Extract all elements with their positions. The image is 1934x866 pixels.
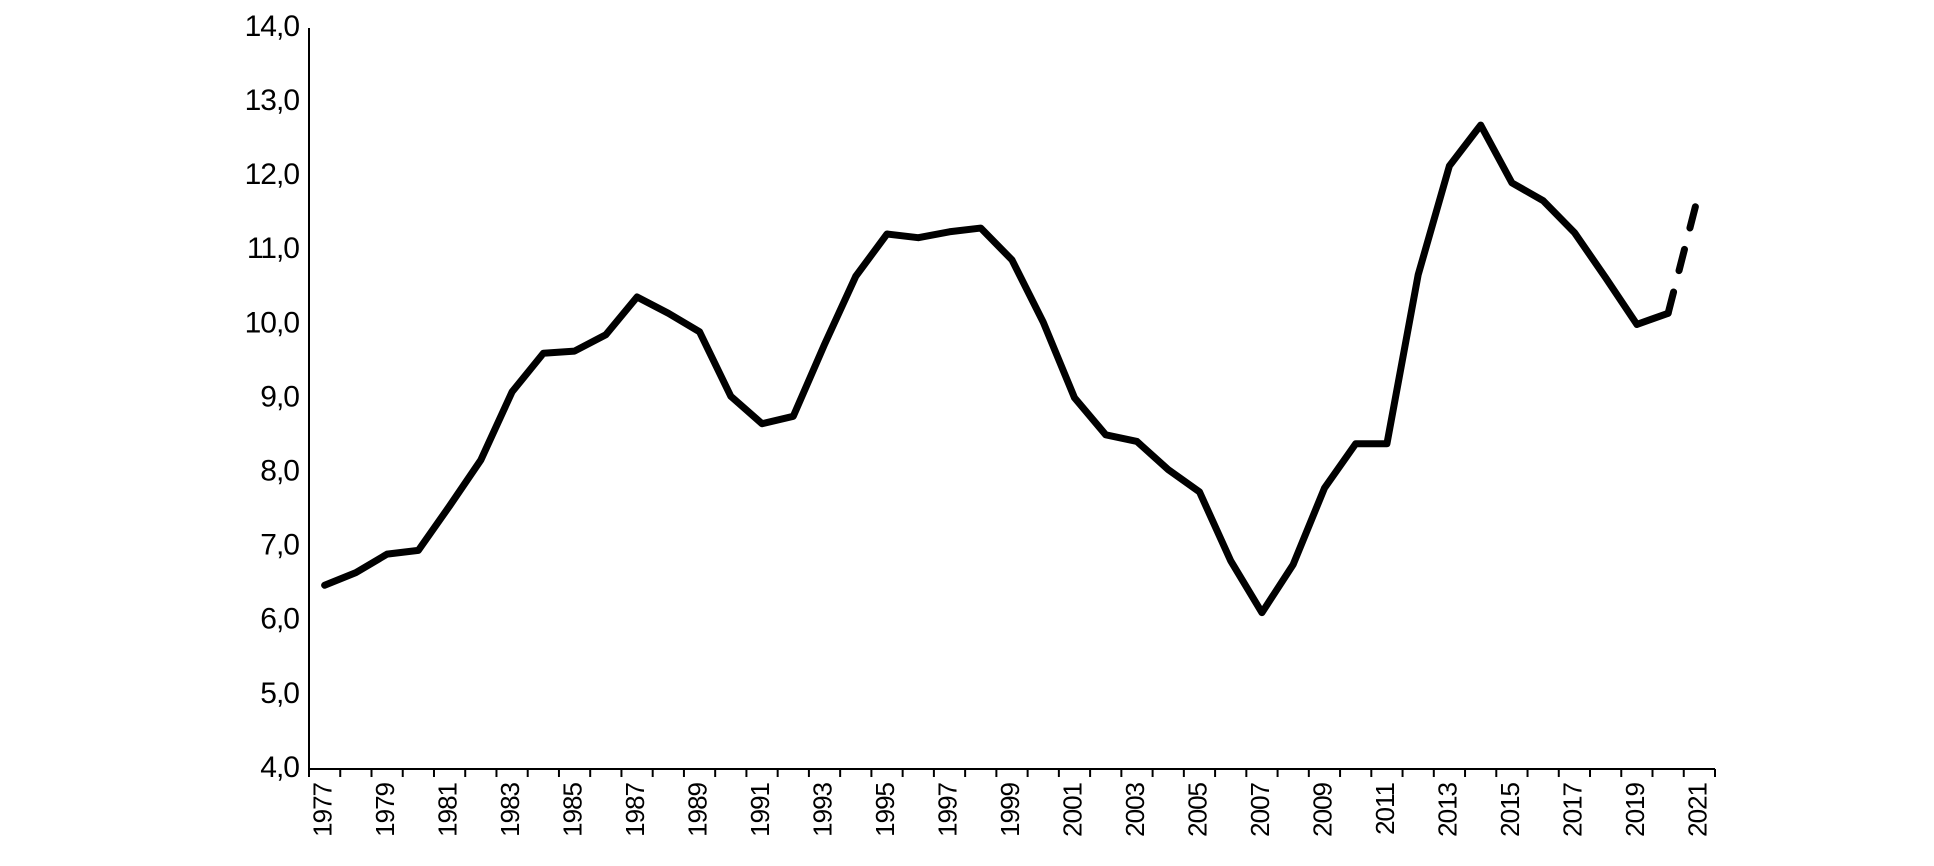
y-tick-label: 12,0	[245, 158, 300, 191]
x-tick-label: 1989	[682, 782, 712, 836]
x-tick-label: 1985	[557, 782, 587, 836]
y-tick-label: 5,0	[260, 677, 299, 710]
x-tick-label: 1991	[745, 782, 775, 836]
x-tick-label: 2017	[1557, 782, 1587, 836]
x-tick-label: 2007	[1245, 782, 1275, 836]
y-tick-label: 14,0	[245, 10, 300, 43]
x-tick-label: 2009	[1307, 782, 1337, 836]
y-tick-label: 13,0	[245, 84, 300, 117]
x-tick-label: 1977	[307, 782, 337, 836]
y-tick-label: 11,0	[247, 232, 299, 265]
x-tick-label: 1993	[807, 782, 837, 836]
x-tick-label: 1997	[932, 782, 962, 836]
x-tick-label: 1987	[620, 782, 650, 836]
x-tick-label: 2013	[1432, 782, 1462, 836]
y-tick-label: 6,0	[260, 603, 299, 636]
x-tick-label: 2021	[1682, 782, 1712, 836]
data-line	[1664, 187, 1703, 317]
x-tick-label: 1995	[870, 782, 900, 836]
data-line	[321, 121, 1672, 617]
x-tick-label: 2015	[1495, 782, 1525, 836]
x-tick-label: 2001	[1057, 782, 1087, 836]
y-tick-label: 8,0	[260, 455, 299, 488]
y-tick-label: 10,0	[245, 306, 300, 339]
x-tick-label: 2005	[1182, 782, 1212, 836]
x-tick-label: 1999	[995, 782, 1025, 836]
y-tick-label: 9,0	[260, 380, 299, 413]
y-tick-label: 4,0	[260, 751, 299, 784]
x-tick-label: 1981	[432, 782, 462, 836]
x-tick-label: 2003	[1120, 782, 1150, 836]
x-tick-label: 2011	[1370, 782, 1400, 834]
x-tick-label: 1983	[495, 782, 525, 836]
y-tick-label: 7,0	[260, 529, 299, 562]
x-tick-label: 1979	[370, 782, 400, 836]
x-tick-label: 2019	[1620, 782, 1650, 836]
